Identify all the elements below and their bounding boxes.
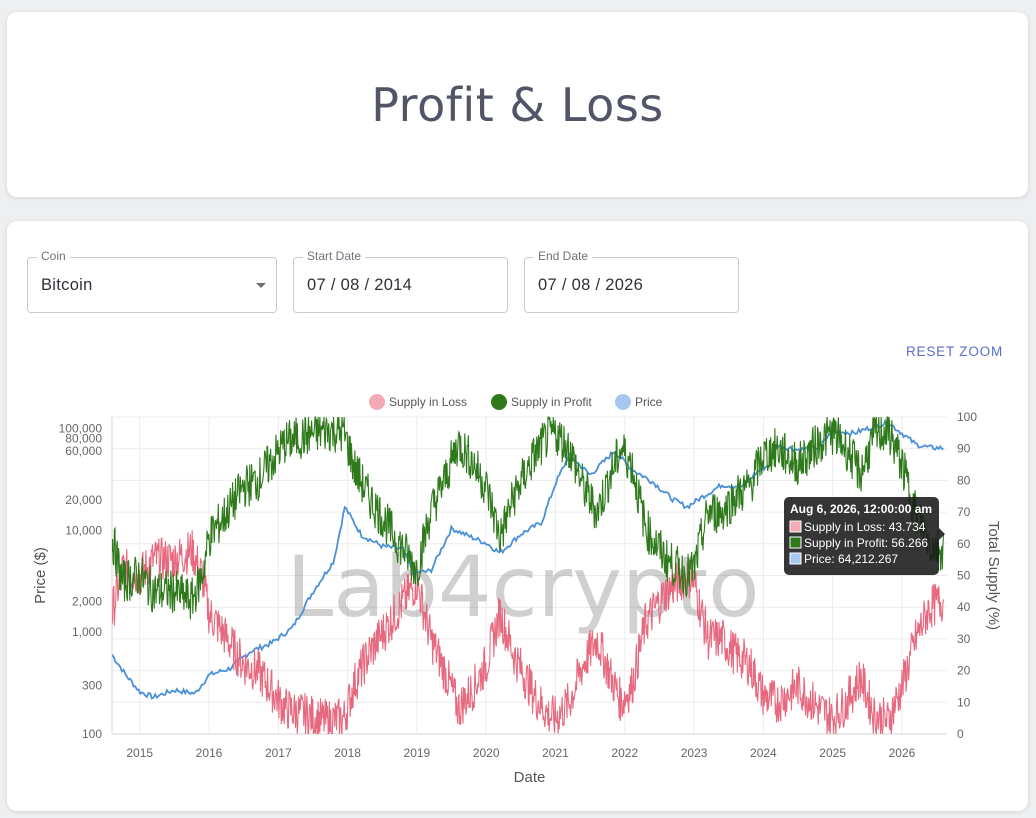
y-left-tick-label: 2,000 xyxy=(72,595,102,609)
y-right-tick-label: 60 xyxy=(957,537,971,551)
y-right-tick-label: 10 xyxy=(957,695,971,709)
end-date-label: End Date xyxy=(534,249,593,263)
coin-select-value: Bitcoin xyxy=(41,276,93,294)
chart-card: Coin Bitcoin Start Date 07 / 08 / 2014 E… xyxy=(7,221,1028,811)
start-date-label: Start Date xyxy=(303,249,366,263)
y-left-tick-label: 1,000 xyxy=(72,625,102,639)
legend-marker xyxy=(369,394,385,410)
legend-item-supply-in-profit[interactable]: Supply in Profit xyxy=(491,394,592,410)
legend-label: Supply in Loss xyxy=(389,395,467,409)
tooltip-row: Price: 64,212.267 xyxy=(804,552,898,566)
y-right-tick-label: 20 xyxy=(957,664,971,678)
y-right-tick-label: 90 xyxy=(957,442,971,456)
legend-item-price[interactable]: Price xyxy=(615,394,663,410)
y-right-tick-label: 70 xyxy=(957,505,971,519)
x-tick-label: 2017 xyxy=(265,746,292,760)
y-right-tick-label: 0 xyxy=(957,727,964,741)
x-tick-label: 2018 xyxy=(334,746,361,760)
y-left-tick-label: 100,000 xyxy=(59,422,103,436)
legend-label: Supply in Profit xyxy=(511,395,592,409)
chart-tooltip: Aug 6, 2026, 12:00:00 am Supply in Loss: … xyxy=(784,497,945,575)
x-tick-label: 2020 xyxy=(473,746,500,760)
y-right-axis-title: Total Supply (%) xyxy=(985,521,1002,630)
x-tick-label: 2026 xyxy=(889,746,916,760)
end-date-value: 07 / 08 / 2026 xyxy=(538,276,644,294)
y-left-axis-title: Price ($) xyxy=(32,547,49,604)
x-tick-label: 2025 xyxy=(819,746,846,760)
legend-item-supply-in-loss[interactable]: Supply in Loss xyxy=(369,394,467,410)
y-right-tick-label: 100 xyxy=(957,410,977,424)
tooltip-swatch xyxy=(789,552,802,565)
y-left-tick-label: 10,000 xyxy=(65,523,102,537)
legend-marker xyxy=(491,394,507,410)
tooltip-swatch xyxy=(789,520,802,533)
tooltip-row: Supply in Profit: 56.266 xyxy=(804,536,928,550)
tooltip-title: Aug 6, 2026, 12:00:00 am xyxy=(790,502,932,516)
supply-in-profit-line xyxy=(112,416,945,620)
title-card: Profit & Loss xyxy=(7,12,1028,197)
y-left-tick-label: 300 xyxy=(82,678,102,692)
profit-loss-chart[interactable]: 2015 2016 2017 2018 2019 2020 2021 2022 2023 2024… xyxy=(7,221,1028,811)
y-left-tick-label: 60,000 xyxy=(65,444,102,458)
y-right-tick-label: 40 xyxy=(957,600,971,614)
coin-select-label: Coin xyxy=(37,249,70,263)
legend-marker xyxy=(615,394,631,410)
x-tick-label: 2022 xyxy=(611,746,638,760)
x-axis-title: Date xyxy=(514,769,546,786)
x-tick-label: 2019 xyxy=(404,746,431,760)
supply-in-loss-line xyxy=(112,530,945,734)
x-tick-label: 2016 xyxy=(196,746,223,760)
x-tick-label: 2021 xyxy=(542,746,569,760)
tooltip-pointer xyxy=(939,528,945,540)
tooltip-row: Supply in Loss: 43.734 xyxy=(804,520,926,534)
tooltip-box xyxy=(784,497,939,575)
tooltip-swatch xyxy=(789,536,802,549)
start-date-field[interactable]: Start Date 07 / 08 / 2014 xyxy=(293,249,508,313)
x-tick-label: 2015 xyxy=(126,746,153,760)
chevron-down-icon[interactable] xyxy=(256,283,266,288)
start-date-value: 07 / 08 / 2014 xyxy=(307,276,413,294)
reset-zoom-button[interactable]: RESET ZOOM xyxy=(905,344,1003,359)
y-left-tick-label: 100 xyxy=(82,727,102,741)
x-tick-label: 2023 xyxy=(681,746,708,760)
end-date-field[interactable]: End Date 07 / 08 / 2026 xyxy=(524,249,739,313)
y-right-tick-label: 30 xyxy=(957,632,971,646)
y-left-tick-label: 20,000 xyxy=(65,493,102,507)
x-tick-label: 2024 xyxy=(750,746,777,760)
page-title: Profit & Loss xyxy=(371,78,664,132)
chart-legend: Supply in Loss Supply in Profit Price xyxy=(369,394,663,410)
y-right-tick-label: 80 xyxy=(957,473,971,487)
coin-select[interactable]: Coin Bitcoin xyxy=(27,249,277,313)
y-right-tick-label: 50 xyxy=(957,569,971,583)
legend-label: Price xyxy=(635,395,663,409)
y-left-tick-label: 80,000 xyxy=(65,431,102,445)
